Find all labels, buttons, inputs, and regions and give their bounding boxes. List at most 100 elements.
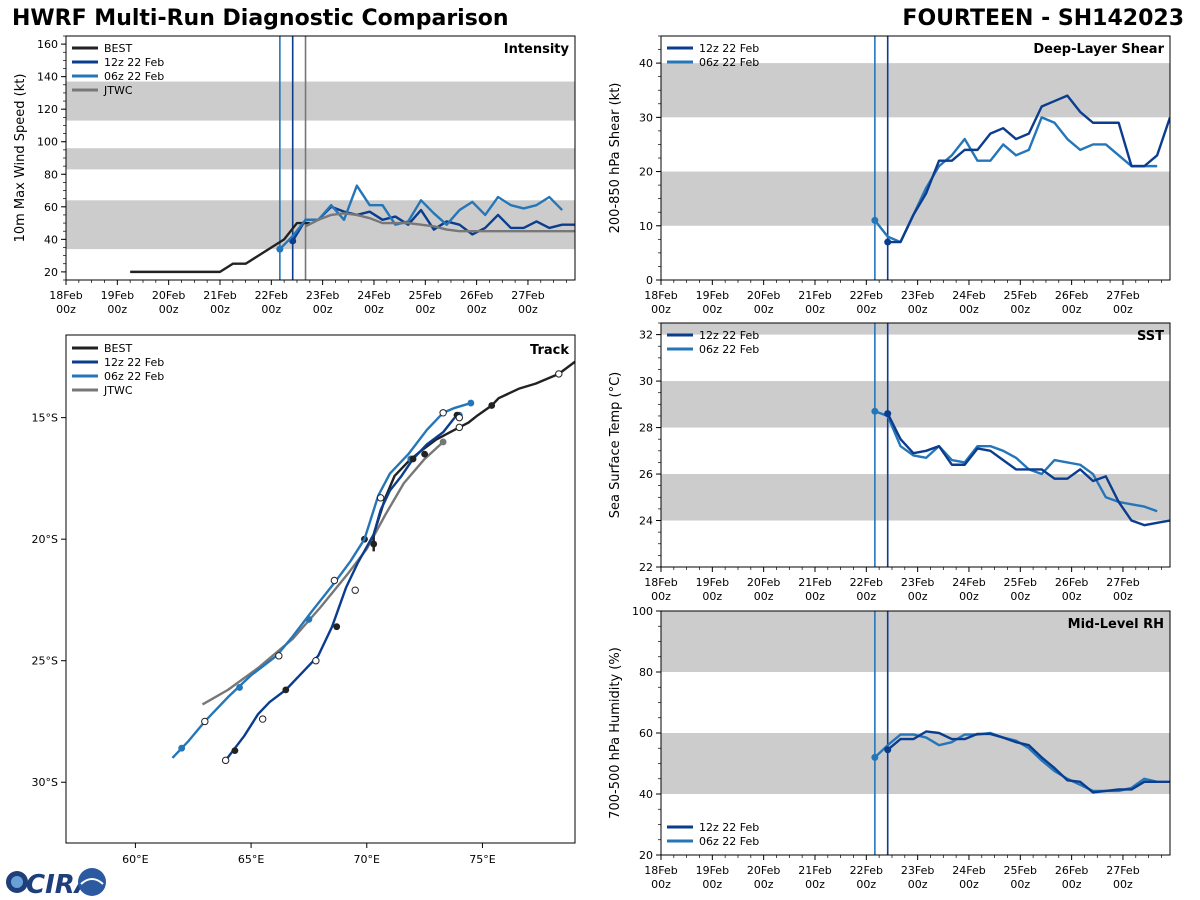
x-tick-label: 19Feb [696, 289, 729, 302]
y-tick-label: 140 [37, 71, 58, 84]
legend-label: BEST [104, 42, 132, 55]
x-tick-label: 27Feb [1106, 289, 1139, 302]
x-tick-label: 00z [261, 303, 281, 316]
track-line [224, 416, 456, 762]
x-tick-label: 19Feb [696, 576, 729, 589]
x-tick-label: 00z [107, 303, 127, 316]
plot-frame [660, 322, 1171, 568]
panel-title: Track [530, 343, 569, 358]
track-position-marker [455, 423, 464, 432]
cira-logo: CIRA [6, 868, 106, 898]
track-line [372, 360, 575, 552]
series-start-marker [871, 753, 879, 761]
y-tick-label: 40 [639, 788, 653, 801]
x-tick-label: 60°E [122, 853, 148, 866]
x-tick-label: 00z [56, 303, 76, 316]
storm-id-title: FOURTEEN - SH142023 [902, 6, 1184, 31]
x-tick-label: 00z [805, 878, 825, 891]
y-tick-label: 10 [639, 220, 653, 233]
x-tick-label: 00z [702, 878, 722, 891]
panel-title: Mid-Level RH [1068, 617, 1164, 632]
y-tick-label: 100 [37, 136, 58, 149]
threshold-band [661, 733, 1170, 794]
x-tick-label: 00z [702, 303, 722, 316]
y-tick-label: 22 [639, 561, 653, 574]
x-tick-label: 23Feb [901, 864, 934, 877]
x-tick-label: 00z [159, 303, 179, 316]
track-line [201, 441, 444, 706]
y-tick-label: 40 [44, 233, 58, 246]
x-tick-label: 18Feb [644, 864, 677, 877]
x-tick-label: 21Feb [798, 576, 831, 589]
series-start-marker [884, 410, 892, 418]
x-tick-label: 18Feb [49, 289, 82, 302]
y-tick-label: 26 [639, 468, 653, 481]
track-position-marker [333, 623, 341, 631]
y-tick-label: 20°S [32, 533, 58, 546]
track-position-marker [236, 684, 243, 691]
x-tick-label: 20Feb [152, 289, 185, 302]
y-axis-label: 200-850 hPa Shear (kt) [608, 83, 623, 234]
x-tick-label: 00z [908, 590, 928, 603]
x-tick-label: 00z [364, 303, 384, 316]
x-tick-label: 21Feb [798, 864, 831, 877]
y-axis-label: 700-500 hPa Humidity (%) [608, 647, 623, 819]
series-start-marker [276, 245, 284, 253]
x-tick-label: 18Feb [644, 576, 677, 589]
x-tick-label: 20Feb [747, 289, 780, 302]
series-start-marker [871, 216, 879, 224]
x-tick-label: 00z [702, 590, 722, 603]
x-tick-label: 75°E [469, 853, 495, 866]
x-tick-label: 21Feb [203, 289, 236, 302]
plot-frame [65, 334, 576, 844]
legend-label: 06z 22 Feb [699, 56, 759, 69]
threshold-band [661, 171, 1170, 226]
x-tick-label: 00z [805, 303, 825, 316]
x-tick-label: 20Feb [747, 576, 780, 589]
x-tick-label: 00z [518, 303, 538, 316]
x-tick-label: 22Feb [850, 576, 883, 589]
x-tick-label: 27Feb [511, 289, 544, 302]
x-tick-label: 00z [959, 303, 979, 316]
x-tick-label: 00z [1113, 303, 1133, 316]
y-tick-label: 20 [639, 166, 653, 179]
x-tick-label: 00z [908, 878, 928, 891]
x-tick-label: 00z [651, 590, 671, 603]
series-start-marker [884, 746, 892, 754]
threshold-band [66, 148, 575, 170]
series-line [130, 221, 310, 274]
panel-shear: 01020304018Feb00z19Feb00z20Feb00z21Feb00… [608, 35, 1171, 316]
panel-rh: 2040608010018Feb00z19Feb00z20Feb00z21Feb… [608, 605, 1171, 891]
track-position-marker [178, 744, 186, 752]
y-tick-label: 40 [639, 57, 653, 70]
x-tick-label: 00z [959, 878, 979, 891]
track-position-marker [282, 686, 290, 694]
x-tick-label: 18Feb [644, 289, 677, 302]
x-tick-label: 19Feb [101, 289, 134, 302]
x-tick-label: 00z [415, 303, 435, 316]
x-tick-label: 26Feb [1055, 864, 1088, 877]
y-tick-label: 32 [639, 329, 653, 342]
panel-sst: 22242628303218Feb00z19Feb00z20Feb00z21Fe… [608, 322, 1171, 603]
track-position-marker [439, 438, 447, 446]
track-position-marker [376, 494, 385, 502]
x-tick-label: 00z [313, 303, 333, 316]
x-tick-label: 26Feb [1055, 289, 1088, 302]
x-tick-label: 00z [1010, 590, 1030, 603]
y-tick-label: 30 [639, 111, 653, 124]
legend-label: 12z 22 Feb [699, 821, 759, 834]
y-tick-label: 60 [639, 727, 653, 740]
x-tick-label: 00z [856, 590, 876, 603]
legend-label: JTWC [103, 84, 133, 97]
legend-label: 06z 22 Feb [699, 835, 759, 848]
x-tick-label: 25Feb [409, 289, 442, 302]
series-line [887, 94, 1170, 244]
x-tick-label: 25Feb [1004, 864, 1037, 877]
x-tick-label: 23Feb [901, 289, 934, 302]
series-line [279, 184, 564, 250]
x-tick-label: 00z [908, 303, 928, 316]
x-tick-label: 25Feb [1004, 576, 1037, 589]
x-tick-label: 21Feb [798, 289, 831, 302]
track-position-marker [330, 576, 339, 585]
x-tick-label: 25Feb [1004, 289, 1037, 302]
